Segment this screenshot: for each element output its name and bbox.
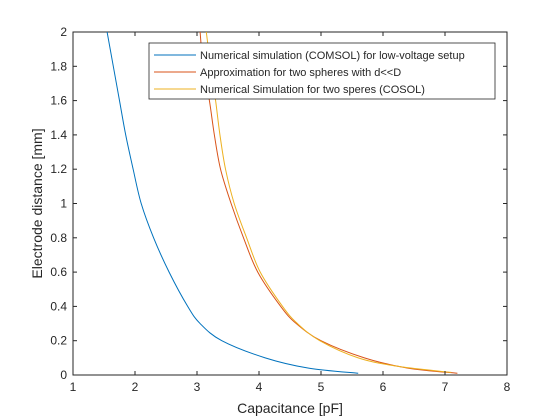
- y-tick-label: 0.4: [50, 299, 67, 313]
- x-tick-label: 2: [132, 380, 139, 394]
- x-tick-label: 4: [256, 380, 263, 394]
- y-tick-label: 1.4: [50, 128, 67, 142]
- legend-entry-comsol-low-voltage: Numerical simulation (COMSOL) for low-vo…: [200, 50, 465, 62]
- legend-box: [148, 42, 496, 100]
- x-tick-label: 8: [504, 380, 511, 394]
- x-tick-label: 1: [70, 380, 77, 394]
- y-tick-label: 2: [60, 25, 67, 39]
- series-line-two-spheres-sim: [205, 32, 452, 373]
- y-tick-label: 1.2: [50, 162, 67, 176]
- ticks-layer: 1 2 3 4 5 6 7 8 0 0.2 0.4 0.6 0.8 1 1.2 1.4 1.6 1.8 2: [50, 25, 510, 394]
- x-axis-label: Capacitance [pF]: [237, 400, 343, 416]
- y-axis-label: Electrode distance [mm]: [29, 128, 45, 278]
- series-line-comsol-low-voltage: [106, 32, 359, 374]
- y-tick-label: 0: [60, 368, 67, 382]
- legend-entry-approximation: Approximation for two spheres with d<<D: [200, 67, 401, 79]
- y-tick-label: 0.2: [50, 334, 67, 348]
- legend-entry-two-spheres-sim: Numerical Simulation for two speres (COS…: [200, 84, 425, 96]
- x-tick-label: 5: [318, 380, 325, 394]
- x-tick-label: 7: [442, 380, 449, 394]
- y-tick-label: 0.6: [50, 265, 67, 279]
- legend: Numerical simulation (COMSOL) for low-vo…: [148, 42, 496, 100]
- y-tick-label: 1.8: [50, 59, 67, 73]
- x-tick-label: 6: [380, 380, 387, 394]
- y-tick-label: 1: [60, 197, 67, 211]
- y-tick-label: 0.8: [50, 231, 67, 245]
- series-line-approximation: [199, 32, 458, 374]
- y-tick-label: 1.6: [50, 94, 67, 108]
- series-layer: [106, 32, 458, 374]
- x-tick-label: 3: [194, 380, 201, 394]
